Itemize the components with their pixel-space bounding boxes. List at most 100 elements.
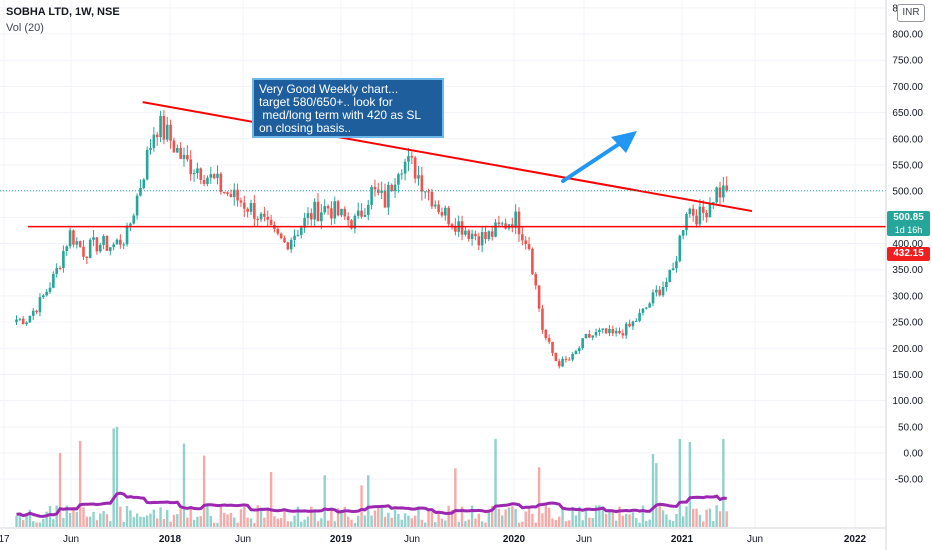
volume-bar xyxy=(223,512,226,527)
candle-body xyxy=(537,285,541,309)
candle-body xyxy=(256,218,259,220)
candle-body xyxy=(330,208,333,219)
candle-body xyxy=(363,214,367,217)
candle-body xyxy=(661,286,665,296)
volume-bar xyxy=(145,515,149,527)
candle-body xyxy=(410,155,414,158)
candle-body xyxy=(249,203,253,212)
candle-body xyxy=(407,155,410,162)
candle-body xyxy=(82,246,85,257)
candle-body xyxy=(614,330,618,334)
candle-body xyxy=(293,235,296,240)
price-tick-label: 300.00 xyxy=(892,291,923,302)
candle-body xyxy=(393,184,397,191)
up-arrow-icon[interactable] xyxy=(561,131,637,183)
volume-bar xyxy=(554,519,558,527)
chart-title: SOBHA LTD, 1W, NSE xyxy=(6,6,120,18)
volume-bar xyxy=(95,520,99,527)
volume-bar xyxy=(119,506,122,527)
support-price-tag: 432.15 xyxy=(887,247,930,261)
currency-button[interactable]: INR xyxy=(897,4,925,22)
trendline[interactable] xyxy=(142,101,753,213)
volume-bar xyxy=(692,508,695,527)
volume-bar xyxy=(196,516,199,527)
volume-bar xyxy=(179,508,182,527)
volume-bar xyxy=(655,463,658,527)
volume-bar xyxy=(631,512,635,527)
volume-bar xyxy=(678,438,681,527)
price-tick-label: 650.00 xyxy=(892,108,923,119)
candle-body xyxy=(651,292,655,304)
candle-body xyxy=(474,233,477,237)
volume-bar xyxy=(454,468,457,527)
volume-bar xyxy=(584,508,588,527)
volume-bar xyxy=(702,521,705,527)
volume-bar xyxy=(527,506,531,527)
candle-body xyxy=(437,204,440,213)
candle-body xyxy=(25,322,28,325)
annotation-note[interactable]: Very Good Weekly chart... target 580/650… xyxy=(252,78,444,138)
volume-bar xyxy=(494,438,497,527)
volume-bar xyxy=(58,452,62,527)
candle-body xyxy=(470,233,474,239)
candle-body xyxy=(460,221,464,235)
candle-body xyxy=(326,206,330,209)
candle-body xyxy=(430,191,434,207)
candle-body xyxy=(591,335,594,338)
volume-bar xyxy=(296,506,300,527)
candle-body xyxy=(276,228,280,234)
volume-bar xyxy=(202,455,206,527)
volume-bar xyxy=(544,505,547,527)
candle-body xyxy=(725,185,728,191)
bar-countdown: 1d 16h xyxy=(887,224,930,236)
candle-body xyxy=(608,328,611,334)
candle-body xyxy=(186,154,189,160)
candle-body xyxy=(229,193,233,198)
candle-body xyxy=(316,201,320,222)
volume-bar xyxy=(25,513,28,527)
candle-body xyxy=(380,190,383,193)
candle-body xyxy=(494,222,497,237)
time-axis[interactable]: 17 Jun 2018 Jun 2019 Jun 2020 Jun 2021 Jun 2022 xyxy=(0,534,867,545)
candle-body xyxy=(628,323,631,327)
price-tick-label: 400.00 xyxy=(892,239,923,250)
volume-bar xyxy=(521,521,524,527)
candle-body xyxy=(370,186,373,205)
volume-bar xyxy=(186,517,189,527)
volume-bar xyxy=(300,521,303,527)
candle-body xyxy=(72,230,75,245)
candle-body xyxy=(658,289,661,296)
candle-body xyxy=(105,235,109,251)
volume-bar xyxy=(413,515,417,527)
volume-bar xyxy=(648,519,651,527)
volume-bar xyxy=(581,520,584,527)
volume-bar xyxy=(169,521,172,527)
volume-bar xyxy=(132,517,135,527)
time-tick-label: Jun xyxy=(63,534,79,545)
volume-bar xyxy=(444,520,447,527)
volume-bar xyxy=(15,515,18,527)
candle-body xyxy=(695,215,698,225)
candle-body xyxy=(578,348,581,352)
candle-body xyxy=(192,173,196,175)
candle-body xyxy=(544,329,548,339)
candle-body xyxy=(139,188,142,196)
volume-bar xyxy=(65,505,68,527)
candle-body xyxy=(48,287,52,292)
candle-body xyxy=(712,202,715,204)
candle-body xyxy=(681,230,685,236)
candle-body xyxy=(58,267,62,269)
volume-bar xyxy=(102,511,105,527)
candle-body xyxy=(189,159,192,175)
volume-bar xyxy=(675,514,678,527)
volume-bar xyxy=(685,506,688,527)
volume-bar xyxy=(35,522,38,527)
volume-bar xyxy=(239,509,243,527)
volume-bar xyxy=(484,522,487,527)
candle-body xyxy=(588,334,591,338)
volume-bar xyxy=(504,509,507,527)
price-axis[interactable]: 850.00800.00750.00700.00650.00600.00550.… xyxy=(892,3,923,485)
volume-bar xyxy=(62,518,65,527)
volume-bar xyxy=(373,510,377,527)
